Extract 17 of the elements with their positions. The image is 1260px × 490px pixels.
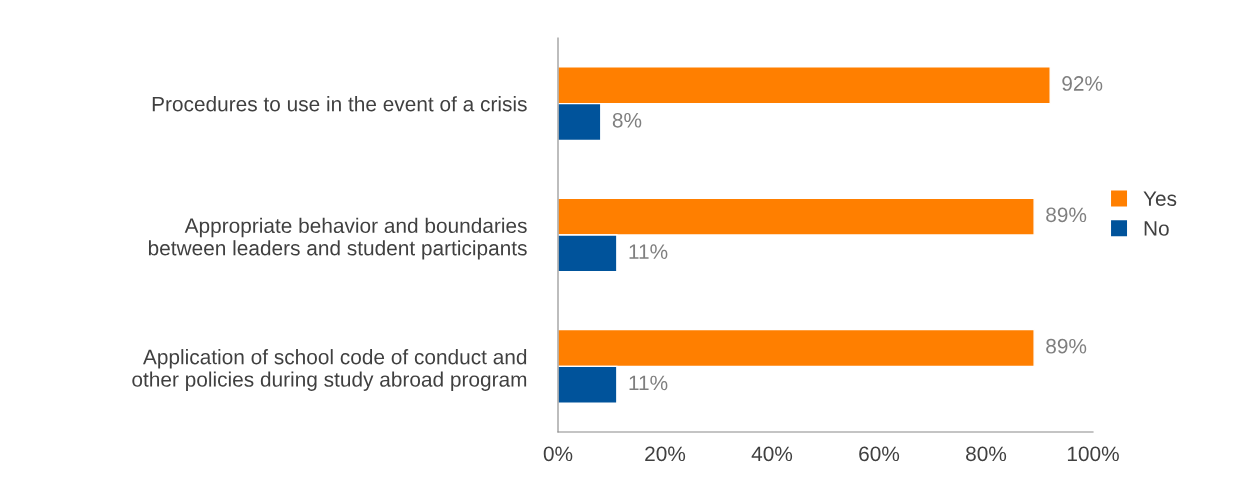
data-label: 89% <box>1046 338 1087 354</box>
data-label: 92% <box>1062 76 1103 91</box>
x-tick-label: 60% <box>859 446 900 462</box>
x-tick-label: 100% <box>1067 446 1119 462</box>
data-label: 8% <box>612 112 642 128</box>
data-label: 11% <box>629 244 668 259</box>
x-tick-label: 80% <box>966 446 1007 462</box>
x-tick-label: 40% <box>751 446 793 462</box>
y-tick-label: Appropriate behavior and boundaries between leaders and student participants <box>148 217 527 260</box>
y-tick-label: Procedures to use in the event of a crisis <box>152 96 527 112</box>
y-tick-label: Application of school code of conduct and other policies during study abroad program <box>132 349 527 391</box>
x-tick-label: 0% <box>543 446 573 462</box>
data-label: 11% <box>629 375 668 391</box>
legend-label: No <box>1144 221 1169 236</box>
data-label: 89% <box>1046 207 1087 223</box>
legend-label: Yes <box>1143 191 1177 206</box>
x-tick-label: 20% <box>645 446 686 462</box>
